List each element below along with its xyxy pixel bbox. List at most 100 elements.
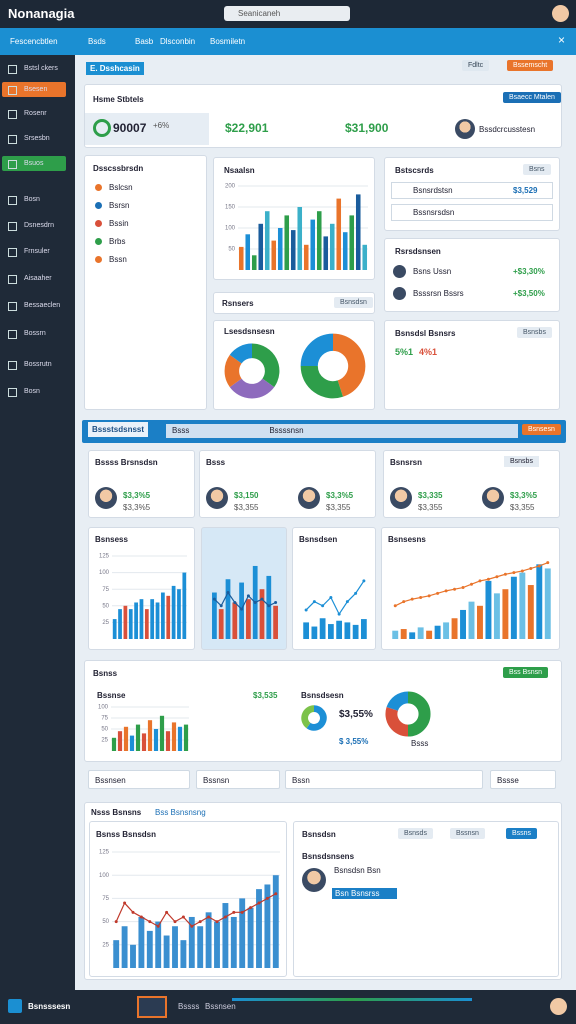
close-icon[interactable]: × bbox=[558, 33, 566, 47]
tab[interactable]: Bss Bsnsnsng bbox=[155, 808, 206, 817]
bar bbox=[128, 609, 133, 639]
filter[interactable]: Bssse bbox=[490, 770, 556, 789]
bar bbox=[277, 228, 283, 270]
bar bbox=[225, 579, 231, 639]
bar bbox=[259, 589, 265, 639]
sidebar-icon bbox=[8, 65, 17, 74]
bar bbox=[218, 609, 224, 639]
bar bbox=[485, 580, 492, 639]
bar bbox=[138, 916, 145, 968]
y-tick-label: 100 bbox=[225, 226, 236, 232]
list-icon bbox=[95, 202, 102, 209]
bar bbox=[147, 720, 153, 751]
bar bbox=[360, 619, 367, 639]
app-icon[interactable] bbox=[137, 996, 167, 1018]
donut-slice bbox=[300, 333, 334, 367]
button[interactable]: Bssns bbox=[506, 828, 538, 839]
bar bbox=[352, 624, 359, 639]
footer-item[interactable]: Bssss bbox=[178, 1002, 200, 1011]
strip-title: Bssstsdsnsst bbox=[88, 422, 149, 437]
sidebar-item[interactable]: Bosn bbox=[2, 384, 66, 399]
line-point bbox=[181, 915, 185, 919]
user-avatar[interactable] bbox=[552, 5, 569, 22]
bar bbox=[150, 599, 155, 639]
list-item[interactable]: Brbs bbox=[109, 237, 126, 246]
sidebar-item[interactable]: Bstsl ckers bbox=[2, 61, 66, 76]
nav-item[interactable]: Dlsconbin bbox=[160, 37, 196, 46]
sidebar-label: Srsesbn bbox=[24, 135, 50, 142]
button[interactable]: Bsaecc Mtalen bbox=[503, 92, 561, 103]
user-avatar[interactable] bbox=[550, 998, 567, 1015]
sidebar-item[interactable]: Frnsuler bbox=[2, 244, 66, 259]
line-point bbox=[190, 924, 194, 928]
list-item[interactable]: Bssn bbox=[109, 255, 127, 264]
sidebar-item[interactable]: Dsnesdrn bbox=[2, 218, 66, 233]
button[interactable]: Bsns bbox=[523, 164, 551, 175]
button[interactable]: Fdltc bbox=[462, 60, 490, 71]
list-item[interactable]: Bsrsn bbox=[109, 201, 130, 210]
sub-value: $3,355 bbox=[234, 503, 259, 512]
sidebar-icon bbox=[8, 275, 17, 284]
sidebar-item[interactable]: Bossrutn bbox=[2, 357, 66, 372]
button[interactable]: Bsnsesn bbox=[522, 424, 561, 435]
chart-card: Bsnss Bsnsdsn 25 50 75 100 125 bbox=[89, 821, 287, 977]
button[interactable]: Bsnsbs bbox=[517, 327, 552, 338]
avatar bbox=[393, 265, 406, 278]
button[interactable]: Bsnsbs bbox=[504, 456, 539, 467]
search-box[interactable]: Seanicaneh bbox=[224, 6, 350, 21]
filter[interactable]: Bssnsn bbox=[196, 770, 280, 789]
line-point bbox=[312, 600, 316, 604]
bar bbox=[327, 624, 334, 639]
button[interactable]: Bssemscht bbox=[507, 60, 554, 71]
nav-item[interactable]: Basb bbox=[135, 37, 154, 46]
sidebar-item[interactable]: Rosenr bbox=[2, 106, 66, 121]
card-title: Bsnss Bsnsdsn bbox=[96, 830, 157, 839]
avatar bbox=[206, 487, 228, 509]
list-item[interactable]: Bslcsn bbox=[109, 183, 133, 192]
button[interactable]: Bsnsdsn bbox=[334, 297, 373, 308]
sidebar: Bstsl ckers Bsesen Rosenr Srsesbn Bsuos Bosn D… bbox=[0, 55, 75, 990]
bar bbox=[290, 230, 296, 270]
sidebar-item[interactable]: Aisaaher bbox=[2, 271, 66, 286]
card-title: Bsss bbox=[206, 458, 226, 467]
sidebar-item[interactable]: Bsesen bbox=[2, 82, 66, 97]
line-point bbox=[148, 920, 152, 924]
line-point bbox=[393, 604, 397, 608]
bar-line-chart: 25 50 75 100 125 bbox=[99, 850, 280, 968]
nav-item[interactable]: Bsds bbox=[88, 37, 106, 46]
sidebar-item[interactable]: Bsuos bbox=[2, 156, 66, 171]
bar bbox=[180, 940, 187, 968]
button[interactable]: Bssnsn bbox=[450, 828, 485, 839]
footer-item[interactable]: Bssnsen bbox=[205, 1002, 236, 1011]
sidebar-label: Bossrn bbox=[24, 330, 46, 337]
sidebar-item[interactable]: Bosn bbox=[2, 192, 66, 207]
bar bbox=[400, 629, 407, 639]
filter[interactable]: Bssn bbox=[285, 770, 483, 789]
bar bbox=[239, 898, 246, 968]
sub-value: $3,355 bbox=[418, 503, 443, 512]
sidebar-item[interactable]: Bessaeclen bbox=[2, 298, 66, 313]
bar bbox=[319, 618, 326, 639]
bar bbox=[172, 926, 178, 968]
y-tick-label: 25 bbox=[101, 738, 108, 744]
chart-card: Bsnsdsen bbox=[292, 527, 376, 650]
sidebar-item[interactable]: Srsesbn bbox=[2, 131, 66, 146]
bar bbox=[434, 625, 441, 639]
sidebar-icon bbox=[8, 110, 17, 119]
sidebar-item[interactable]: Bossrn bbox=[2, 326, 66, 341]
list-item[interactable]: Bssin bbox=[109, 219, 129, 228]
nav-item[interactable]: Fescencbtlen bbox=[10, 37, 58, 46]
button[interactable]: Bsnsds bbox=[398, 828, 433, 839]
strip-tab[interactable]: Bsss Bssssnsn bbox=[166, 424, 518, 438]
tab[interactable]: Nsss Bsnsns bbox=[91, 808, 142, 817]
nav-item[interactable]: Bosmiletn bbox=[210, 37, 246, 46]
card-title: Nsaalsn bbox=[224, 166, 255, 175]
button[interactable]: Bss Bsnsn bbox=[503, 667, 549, 678]
list-icon bbox=[95, 238, 102, 245]
filter[interactable]: Bssnsen bbox=[88, 770, 190, 789]
sidebar-label: Bosn bbox=[24, 196, 40, 203]
bar bbox=[527, 585, 534, 639]
person-name: Bssdcrcusstesn bbox=[479, 125, 536, 134]
bar bbox=[323, 236, 329, 270]
